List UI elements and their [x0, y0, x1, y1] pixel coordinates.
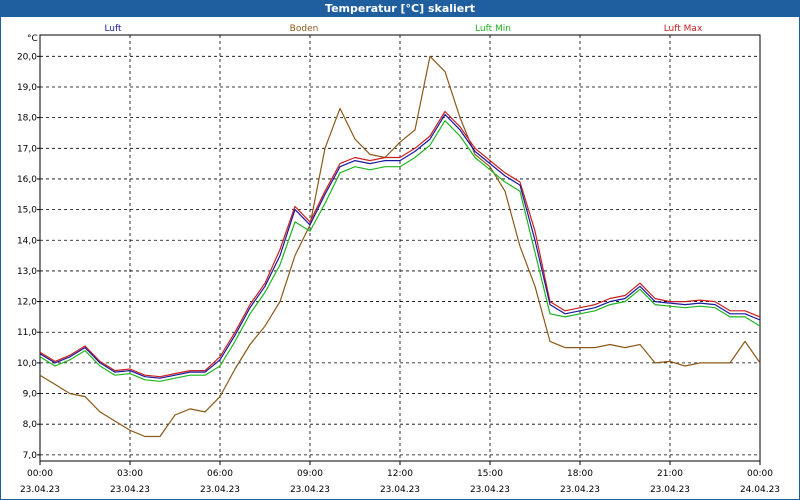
y-tick-label: 14,0	[17, 236, 37, 246]
series-line-luft	[39, 113, 761, 379]
x-tick-date: 24.04.23	[740, 485, 780, 495]
x-tick-date: 23.04.23	[560, 485, 600, 495]
grid	[40, 35, 760, 461]
x-tick-time: 06:00	[207, 469, 233, 479]
x-tick-date: 23.04.23	[290, 485, 330, 495]
y-tick-label: 18,0	[17, 114, 37, 124]
x-tick-time: 09:00	[297, 469, 323, 479]
legend-luft: Luft	[104, 24, 122, 34]
y-tick-label: 8,0	[23, 420, 38, 430]
y-tick-label: 15,0	[17, 206, 37, 216]
x-tick-date: 23.04.23	[470, 485, 510, 495]
series-line-boden	[39, 55, 761, 438]
y-tick-label: 11,0	[17, 328, 37, 338]
x-tick-date: 23.04.23	[380, 485, 420, 495]
x-tick-date: 23.04.23	[20, 485, 60, 495]
x-tick-time: 00:00	[27, 469, 53, 479]
y-tick-label: 16,0	[17, 175, 37, 185]
y-tick-label: 19,0	[17, 83, 37, 93]
x-tick-time: 12:00	[387, 469, 413, 479]
y-tick-label: 13,0	[17, 267, 37, 277]
x-tick-date: 23.04.23	[200, 485, 240, 495]
axes: °C 7,0 8,0 9,0 10,0 11,0 12,0 13,0 14,0 15,0 16,0 1…	[17, 34, 780, 495]
x-tick-date: 23.04.23	[650, 485, 690, 495]
x-tick-time: 03:00	[117, 469, 143, 479]
legend-boden: Boden	[290, 24, 319, 34]
y-axis-unit: °C	[27, 34, 38, 44]
window-title: Temperatur [°C] skaliert	[1, 1, 799, 17]
series-line-luft-min	[39, 120, 761, 382]
y-tick-label: 20,0	[17, 52, 37, 62]
series-group	[39, 55, 761, 438]
series-line-luft-max	[39, 110, 761, 378]
x-tick-time: 15:00	[477, 469, 503, 479]
y-tick-label: 12,0	[17, 298, 37, 308]
x-tick-date: 23.04.23	[110, 485, 150, 495]
legend-luft-min: Luft Min	[475, 24, 511, 34]
x-tick-time: 18:00	[567, 469, 593, 479]
y-tick-label: 17,0	[17, 144, 37, 154]
y-tick-label: 7,0	[23, 451, 38, 461]
y-tick-label: 9,0	[23, 390, 38, 400]
x-tick-time: 00:00	[747, 469, 773, 479]
legend: Luft Boden Luft Min Luft Max	[104, 24, 703, 34]
x-tick-time: 21:00	[657, 469, 683, 479]
y-tick-label: 10,0	[17, 359, 37, 369]
legend-luft-max: Luft Max	[664, 24, 703, 34]
